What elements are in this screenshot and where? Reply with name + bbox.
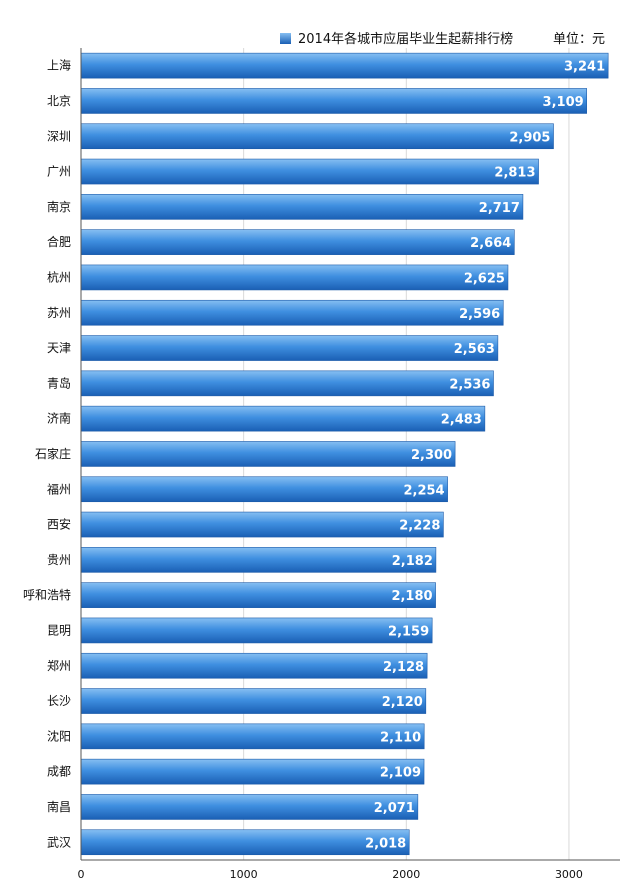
category-label: 郑州	[47, 658, 71, 673]
bar	[80, 194, 524, 220]
bar	[80, 476, 448, 503]
value-label: 2,596	[459, 307, 500, 322]
value-label: 2,182	[392, 554, 433, 569]
category-label: 上海	[47, 58, 71, 73]
value-label: 2,536	[449, 377, 490, 392]
category-label: 武汉	[47, 835, 71, 849]
category-label: 北京	[47, 94, 71, 108]
category-label: 贵州	[47, 553, 71, 567]
value-label: 2,563	[454, 342, 495, 357]
bar	[80, 264, 509, 291]
category-label: 天津	[47, 341, 71, 355]
bar	[80, 829, 410, 856]
category-label: 呼和浩特	[23, 587, 71, 602]
bar	[80, 405, 486, 432]
value-label: 2,905	[509, 130, 550, 145]
bar	[80, 723, 425, 750]
value-label: 2,018	[365, 836, 406, 851]
value-label: 2,625	[464, 271, 505, 286]
value-label: 2,254	[403, 483, 444, 498]
value-label: 2,300	[411, 448, 452, 463]
bar	[80, 123, 554, 150]
value-label: 2,180	[391, 589, 432, 604]
bar	[80, 582, 436, 608]
value-label: 2,128	[383, 660, 424, 675]
value-label: 3,241	[564, 60, 605, 75]
value-label: 2,110	[380, 730, 421, 745]
bar	[80, 52, 609, 79]
value-label: 2,717	[479, 201, 520, 216]
category-label: 长沙	[47, 694, 71, 708]
bars: 3,241 3,109 2,905 2,813 2,717 2,664 2,625 2,596…	[80, 52, 609, 856]
bar	[80, 88, 587, 114]
category-label: 南昌	[47, 799, 71, 814]
bar	[80, 547, 437, 573]
category-label: 深圳	[47, 129, 71, 143]
value-label: 2,813	[494, 166, 535, 181]
category-label: 广州	[47, 165, 71, 179]
value-label: 3,109	[543, 95, 584, 110]
bar	[80, 758, 425, 785]
bar	[80, 441, 456, 467]
legend-label: 2014年各城市应届毕业生起薪排行榜	[298, 31, 513, 47]
bar	[80, 652, 428, 679]
category-label: 合肥	[47, 234, 71, 249]
value-label: 2,120	[382, 695, 423, 710]
bar	[80, 794, 419, 820]
x-tick-label: 2000	[392, 868, 420, 881]
category-label: 福州	[47, 481, 71, 496]
x-tick-labels: 0 1000 2000 3000	[78, 868, 583, 881]
bar	[80, 617, 433, 644]
category-label: 昆明	[47, 623, 71, 637]
bar	[80, 299, 504, 326]
bar	[80, 229, 515, 255]
category-label: 苏州	[47, 306, 71, 320]
bar	[80, 335, 499, 361]
category-label: 成都	[47, 765, 71, 779]
category-label: 沈阳	[47, 728, 71, 743]
legend-swatch	[280, 33, 291, 44]
chart-legend: 2014年各城市应届毕业生起薪排行榜 单位：元	[280, 31, 605, 47]
x-tick-label: 0	[78, 868, 85, 881]
category-label: 南京	[47, 199, 71, 214]
category-labels: 上海北京深圳广州南京合肥杭州苏州天津青岛济南石家庄福州西安贵州呼和浩特昆明郑州长…	[23, 58, 71, 850]
category-label: 西安	[47, 517, 71, 532]
value-label: 2,071	[374, 801, 415, 816]
unit-label: 单位：元	[553, 32, 605, 47]
x-tick-label: 3000	[555, 868, 583, 881]
x-tick-label: 1000	[230, 868, 258, 881]
category-label: 济南	[47, 411, 71, 426]
category-label: 石家庄	[35, 446, 71, 461]
bar	[80, 688, 427, 714]
bar	[80, 511, 444, 538]
value-label: 2,109	[380, 766, 421, 781]
value-label: 2,159	[388, 624, 429, 639]
value-label: 2,664	[470, 236, 511, 251]
value-label: 2,483	[441, 413, 482, 428]
bar	[80, 370, 494, 397]
axes	[80, 48, 620, 861]
value-label: 2,228	[399, 519, 440, 534]
bar	[80, 158, 539, 185]
category-label: 青岛	[47, 375, 71, 390]
category-label: 杭州	[47, 269, 71, 284]
